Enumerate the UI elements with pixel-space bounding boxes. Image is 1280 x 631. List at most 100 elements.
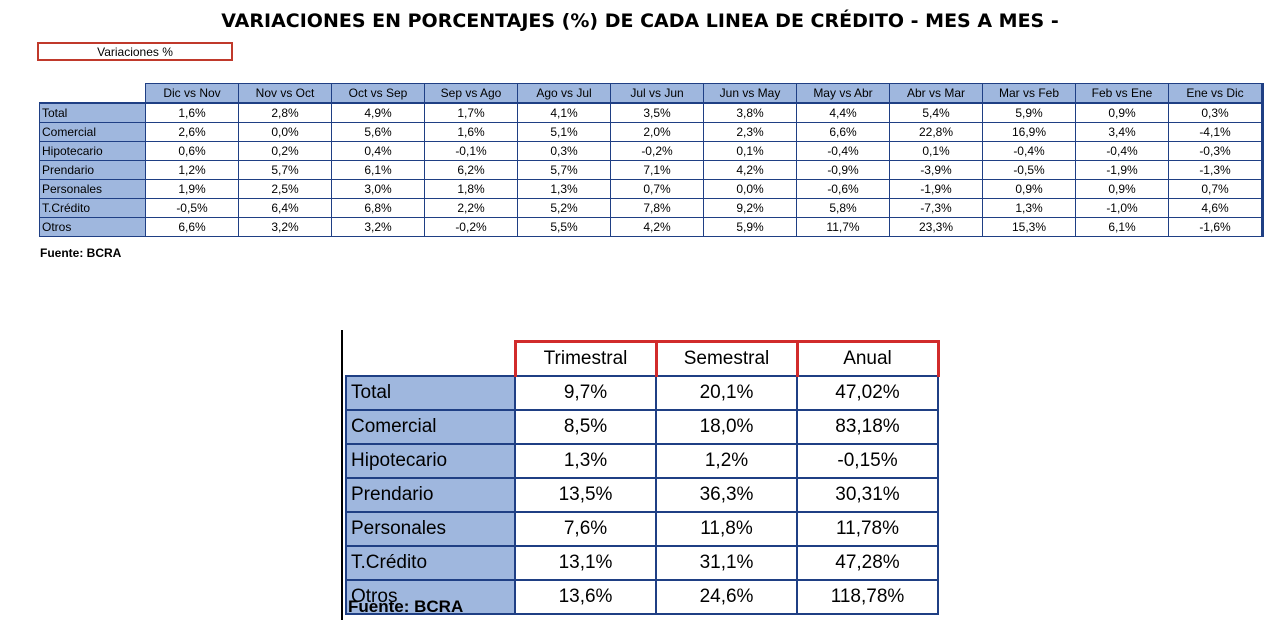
monthly-variation-table: Dic vs Nov Nov vs Oct Oct vs Sep Sep vs … <box>39 83 1264 237</box>
table-cell: 4,1% <box>517 102 611 123</box>
table-row: Otros 13,6% 24,6% 118,78% <box>345 579 939 615</box>
table-cell: 6,8% <box>331 198 425 218</box>
table-cell: 0,6% <box>145 141 239 161</box>
table-cell: 47,02% <box>796 375 939 411</box>
table-cell: 5,7% <box>238 160 332 180</box>
table-cell: 3,4% <box>1075 122 1169 142</box>
table-cell: 3,2% <box>238 217 332 237</box>
column-header: Ene vs Dic <box>1168 83 1263 104</box>
table-row: Total 1,6% 2,8% 4,9% 1,7% 4,1% 3,5% 3,8% 4,4% 5,4… <box>39 102 1263 123</box>
row-label: Hipotecario <box>39 141 146 161</box>
table-cell: 1,6% <box>145 102 239 123</box>
column-header: Sep vs Ago <box>424 83 518 104</box>
source-note: Fuente: BCRA <box>348 597 464 616</box>
table-cell: 5,1% <box>517 122 611 142</box>
table-cell: 5,9% <box>703 217 797 237</box>
table-cell: 0,2% <box>238 141 332 161</box>
table-row: Hipotecario 1,3% 1,2% -0,15% <box>345 443 939 479</box>
table-cell: -0,4% <box>796 141 890 161</box>
table-cell: 1,9% <box>145 179 239 199</box>
table-row: Comercial 2,6% 0,0% 5,6% 1,6% 5,1% 2,0% 2,3% 6,6… <box>39 122 1263 142</box>
table-cell: 13,6% <box>514 579 657 615</box>
row-label: Hipotecario <box>345 443 516 479</box>
table-cell: 7,6% <box>514 511 657 547</box>
row-label: Total <box>345 375 516 411</box>
table-row: Personales 7,6% 11,8% 11,78% <box>345 511 939 547</box>
table-cell: 1,7% <box>424 102 518 123</box>
table-cell: 6,1% <box>331 160 425 180</box>
table-cell: 6,6% <box>796 122 890 142</box>
table-cell: 0,3% <box>517 141 611 161</box>
column-header: Anual <box>795 340 940 377</box>
table-cell: 2,0% <box>610 122 704 142</box>
table-cell: -1,3% <box>1168 160 1263 180</box>
table-cell: 0,3% <box>1168 102 1263 123</box>
table-cell: 5,5% <box>517 217 611 237</box>
table-cell: 6,6% <box>145 217 239 237</box>
table-cell: 118,78% <box>796 579 939 615</box>
table-cell: 1,3% <box>982 198 1076 218</box>
table-cell: 7,8% <box>610 198 704 218</box>
table-cell: 3,0% <box>331 179 425 199</box>
column-header: Jun vs May <box>703 83 797 104</box>
table-cell: 0,0% <box>703 179 797 199</box>
table-cell: 8,5% <box>514 409 657 445</box>
table-cell: 30,31% <box>796 477 939 513</box>
table-cell: -0,9% <box>796 160 890 180</box>
table-cell: 0,4% <box>331 141 425 161</box>
table-cell: 6,2% <box>424 160 518 180</box>
table-cell: 5,7% <box>517 160 611 180</box>
table-cell: 1,2% <box>145 160 239 180</box>
table-cell: 5,9% <box>982 102 1076 123</box>
table-cell: -1,6% <box>1168 217 1263 237</box>
period-variation-table: Trimestral Semestral Anual Total 9,7% 20,1… <box>345 340 940 615</box>
column-header: Semestral <box>654 340 799 377</box>
table-cell: 3,8% <box>703 102 797 123</box>
table-cell: 1,6% <box>424 122 518 142</box>
table-cell: 20,1% <box>655 375 798 411</box>
column-header: Oct vs Sep <box>331 83 425 104</box>
column-header: Nov vs Oct <box>238 83 332 104</box>
table-cell: 0,7% <box>610 179 704 199</box>
table-cell: -1,9% <box>1075 160 1169 180</box>
table-cell: 16,9% <box>982 122 1076 142</box>
row-label: Comercial <box>39 122 146 142</box>
table-cell: 3,5% <box>610 102 704 123</box>
corner-cell <box>39 83 146 104</box>
variaciones-label-box: Variaciones % <box>37 42 233 61</box>
table-cell: 2,3% <box>703 122 797 142</box>
table-cell: -0,6% <box>796 179 890 199</box>
table-cell: 5,4% <box>889 102 983 123</box>
table-row: T.Crédito 13,1% 31,1% 47,28% <box>345 545 939 581</box>
column-header: Jul vs Jun <box>610 83 704 104</box>
column-header: Dic vs Nov <box>145 83 239 104</box>
table-cell: 0,1% <box>889 141 983 161</box>
table-cell: 1,2% <box>655 443 798 479</box>
table-cell: 4,2% <box>703 160 797 180</box>
table-row: Prendario 13,5% 36,3% 30,31% <box>345 477 939 513</box>
table-cell: 4,9% <box>331 102 425 123</box>
table-cell: 0,9% <box>1075 179 1169 199</box>
table-cell: 23,3% <box>889 217 983 237</box>
table-row: Personales 1,9% 2,5% 3,0% 1,8% 1,3% 0,7% 0,0% -0… <box>39 179 1263 199</box>
table-cell: 5,2% <box>517 198 611 218</box>
column-header: Trimestral <box>513 340 658 377</box>
table-cell: 0,0% <box>238 122 332 142</box>
table-cell: -1,9% <box>889 179 983 199</box>
table-cell: 18,0% <box>655 409 798 445</box>
table-cell: -0,2% <box>424 217 518 237</box>
vertical-divider <box>341 330 343 620</box>
row-label: T.Crédito <box>345 545 516 581</box>
table-cell: 2,6% <box>145 122 239 142</box>
table-cell: 0,9% <box>982 179 1076 199</box>
row-label: Personales <box>345 511 516 547</box>
table-cell: -0,2% <box>610 141 704 161</box>
table-cell: 7,1% <box>610 160 704 180</box>
table-cell: 0,9% <box>1075 102 1169 123</box>
corner-cell <box>346 342 515 377</box>
table-cell: 3,2% <box>331 217 425 237</box>
column-header: Abr vs Mar <box>889 83 983 104</box>
table-cell: 13,1% <box>514 545 657 581</box>
row-label: Total <box>39 102 146 123</box>
table-cell: 22,8% <box>889 122 983 142</box>
